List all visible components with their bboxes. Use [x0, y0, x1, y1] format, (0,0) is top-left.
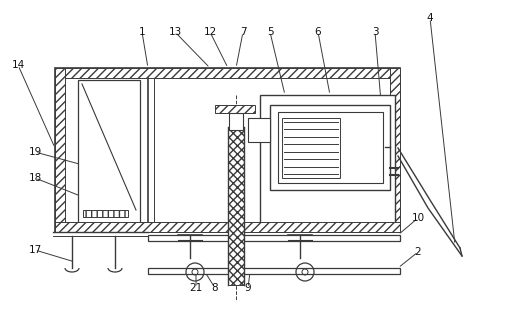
Text: 13: 13: [168, 27, 182, 37]
Bar: [215, 105, 255, 113]
Bar: [270, 105, 390, 190]
Text: 2: 2: [415, 247, 421, 257]
Text: 14: 14: [12, 60, 25, 70]
Bar: [229, 113, 243, 130]
Text: 8: 8: [212, 283, 218, 293]
Bar: [83, 210, 128, 217]
Bar: [55, 68, 65, 232]
Text: 21: 21: [189, 283, 203, 293]
Bar: [55, 68, 400, 78]
Text: 18: 18: [28, 173, 41, 183]
Text: 9: 9: [245, 283, 251, 293]
Text: 7: 7: [240, 27, 246, 37]
Bar: [78, 80, 140, 228]
Bar: [55, 68, 400, 232]
Text: 5: 5: [267, 27, 273, 37]
Text: 17: 17: [28, 245, 41, 255]
Text: 3: 3: [372, 27, 378, 37]
Text: 4: 4: [427, 13, 433, 23]
Bar: [148, 268, 400, 274]
Bar: [278, 112, 383, 183]
Bar: [148, 235, 400, 241]
Text: 11: 11: [383, 173, 396, 183]
Bar: [390, 68, 400, 232]
Text: 12: 12: [204, 27, 217, 37]
Bar: [55, 222, 400, 232]
Text: 10: 10: [412, 213, 425, 223]
Text: 6: 6: [315, 27, 321, 37]
Bar: [282, 118, 340, 178]
Bar: [260, 95, 395, 230]
Bar: [228, 127, 244, 285]
Text: 1: 1: [139, 27, 145, 37]
Bar: [55, 222, 400, 232]
Text: 19: 19: [28, 147, 41, 157]
Bar: [248, 118, 270, 142]
